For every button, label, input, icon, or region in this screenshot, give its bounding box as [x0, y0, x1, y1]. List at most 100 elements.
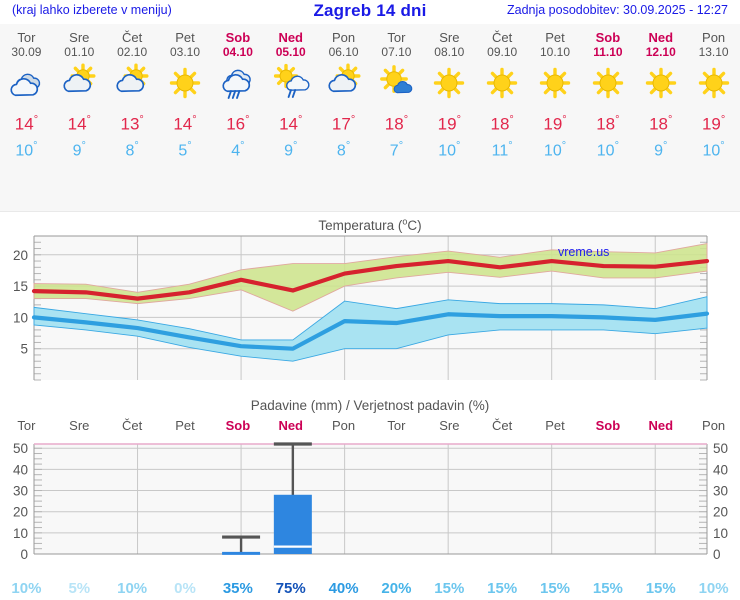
precipitation-probability: 15%	[487, 580, 518, 597]
precipitation-day-label: Pon	[702, 418, 726, 433]
min-temperature: 10°	[703, 136, 725, 161]
precipitation-day-label: Sob	[595, 418, 621, 433]
min-temperature: 8°	[337, 136, 350, 161]
degree-symbol: °	[720, 114, 726, 126]
partly-sunny-icon	[324, 61, 364, 105]
min-temperature: 10°	[15, 136, 37, 161]
temp-y-tick: 10	[13, 310, 28, 325]
precip-y-tick-left: 30	[13, 484, 28, 499]
max-temperature-value: 18	[649, 114, 668, 134]
rain-icon	[218, 61, 258, 105]
max-temperature-value: 14	[67, 114, 87, 134]
day-date: 09.10	[487, 45, 518, 59]
day-column[interactable]: Tor 30.09 14° 10°	[0, 24, 53, 212]
min-temperature: 8°	[125, 136, 138, 161]
temperature-chart-title: Temperatura (oC)	[0, 216, 740, 233]
temp-y-tick: 20	[13, 248, 28, 263]
min-temperature-value: 9	[284, 141, 293, 159]
sunny-icon	[588, 61, 628, 105]
day-date: 10.10	[540, 45, 571, 59]
precip-y-tick-right: 30	[713, 484, 728, 499]
day-column[interactable]: Pon 06.10 17° 8°	[317, 24, 370, 212]
min-temperature: 5°	[178, 136, 191, 161]
day-column[interactable]: Sre 08.10 19° 10°	[423, 24, 476, 212]
degree-symbol: °	[245, 114, 250, 126]
sun-rain-icon	[271, 61, 311, 105]
min-temperature-value: 8	[336, 141, 346, 159]
max-temperature-value: 14	[279, 114, 298, 134]
max-temperature: 14°	[173, 109, 196, 136]
min-temperature: 10°	[438, 136, 460, 161]
day-date: 04.10	[222, 45, 253, 59]
day-column[interactable]: Tor 07.10 18° 7°	[370, 24, 423, 212]
max-temperature: 19°	[438, 109, 461, 136]
precipitation-day-label: Ned	[648, 418, 674, 433]
precipitation-probability: 75%	[275, 580, 306, 597]
day-column[interactable]: Čet 02.10 13° 8°	[106, 24, 159, 212]
degree-symbol: °	[509, 114, 514, 126]
day-column[interactable]: Sob 11.10 18° 10°	[581, 24, 634, 212]
day-name: Sob	[595, 30, 621, 45]
day-column[interactable]: Pet 03.10 14° 5°	[159, 24, 212, 212]
min-temperature-value: 11	[491, 141, 509, 159]
degree-symbol: °	[562, 114, 567, 126]
max-temperature-value: 13	[120, 114, 140, 134]
sunny-icon	[429, 61, 469, 105]
day-name: Sre	[439, 30, 460, 45]
day-column[interactable]: Ned 12.10 18° 9°	[634, 24, 687, 212]
day-name: Ned	[648, 30, 674, 45]
precipitation-day-label: Čet	[122, 418, 143, 433]
sunny-icon	[694, 61, 734, 105]
degree-symbol: °	[297, 114, 303, 126]
precip-y-tick-left: 50	[13, 441, 28, 456]
degree-symbol: °	[33, 139, 38, 152]
day-name: Čet	[492, 30, 513, 45]
precipitation-day-label: Pon	[332, 418, 356, 433]
degree-symbol: °	[139, 114, 144, 126]
section-divider	[0, 211, 740, 212]
cloudy-icon	[6, 61, 46, 105]
max-temperature: 18°	[649, 109, 672, 136]
min-temperature-value: 8	[125, 141, 135, 159]
page-title: Zagreb 14 dni	[313, 1, 427, 20]
temp-y-tick: 15	[13, 279, 28, 294]
precip-y-tick-left: 40	[13, 462, 28, 477]
degree-symbol: °	[614, 139, 619, 152]
precipitation-probability: 0%	[174, 580, 196, 597]
max-temperature: 14°	[279, 109, 302, 136]
precip-y-tick-right: 50	[713, 441, 728, 456]
day-date: 06.10	[328, 45, 359, 59]
max-temperature-value: 14	[173, 114, 193, 134]
day-date: 30.09	[11, 45, 42, 59]
day-date: 13.10	[698, 45, 729, 59]
min-temperature: 10°	[544, 136, 566, 161]
degree-symbol: °	[187, 139, 192, 152]
daily-forecast-strip: Tor 30.09 14° 10° Sre 01.10 14° 9° Čet 02.10 13° 8°…	[0, 24, 740, 212]
max-temperature: 14°	[15, 109, 38, 136]
page-header: (kraj lahko izberete v meniju) Zagreb 14…	[0, 0, 740, 24]
day-column[interactable]: Sre 01.10 14° 9°	[53, 24, 106, 212]
day-name: Tor	[387, 30, 406, 45]
day-date: 01.10	[64, 45, 95, 59]
precip-y-tick-right: 0	[713, 547, 721, 562]
day-name: Sre	[69, 30, 90, 45]
precipitation-plot: 0 0 10 10 20 20 30 30 40 40 50 50	[13, 441, 728, 562]
day-column[interactable]: Ned 05.10 14° 9°	[264, 24, 317, 212]
max-temperature: 19°	[543, 109, 566, 136]
max-temperature-value: 18	[490, 114, 510, 134]
day-column[interactable]: Čet 09.10 18° 11°	[476, 24, 529, 212]
day-column[interactable]: Pon 13.10 19° 10°	[687, 24, 740, 212]
precipitation-probability: 15%	[540, 580, 571, 597]
max-temperature: 13°	[120, 109, 143, 136]
degree-symbol: °	[192, 114, 197, 126]
min-temperature: 10°	[597, 136, 619, 161]
precipitation-probability: 5%	[68, 580, 91, 597]
day-column[interactable]: Pet 10.10 19° 10°	[529, 24, 582, 212]
day-name: Tor	[17, 30, 36, 45]
degree-symbol: °	[615, 114, 620, 126]
min-temperature-value: 10	[15, 141, 34, 159]
degree-symbol: °	[720, 139, 725, 152]
day-column[interactable]: Sob 04.10 16° 4°	[211, 24, 264, 212]
degree-symbol: °	[662, 139, 668, 152]
day-name: Pet	[545, 30, 565, 45]
